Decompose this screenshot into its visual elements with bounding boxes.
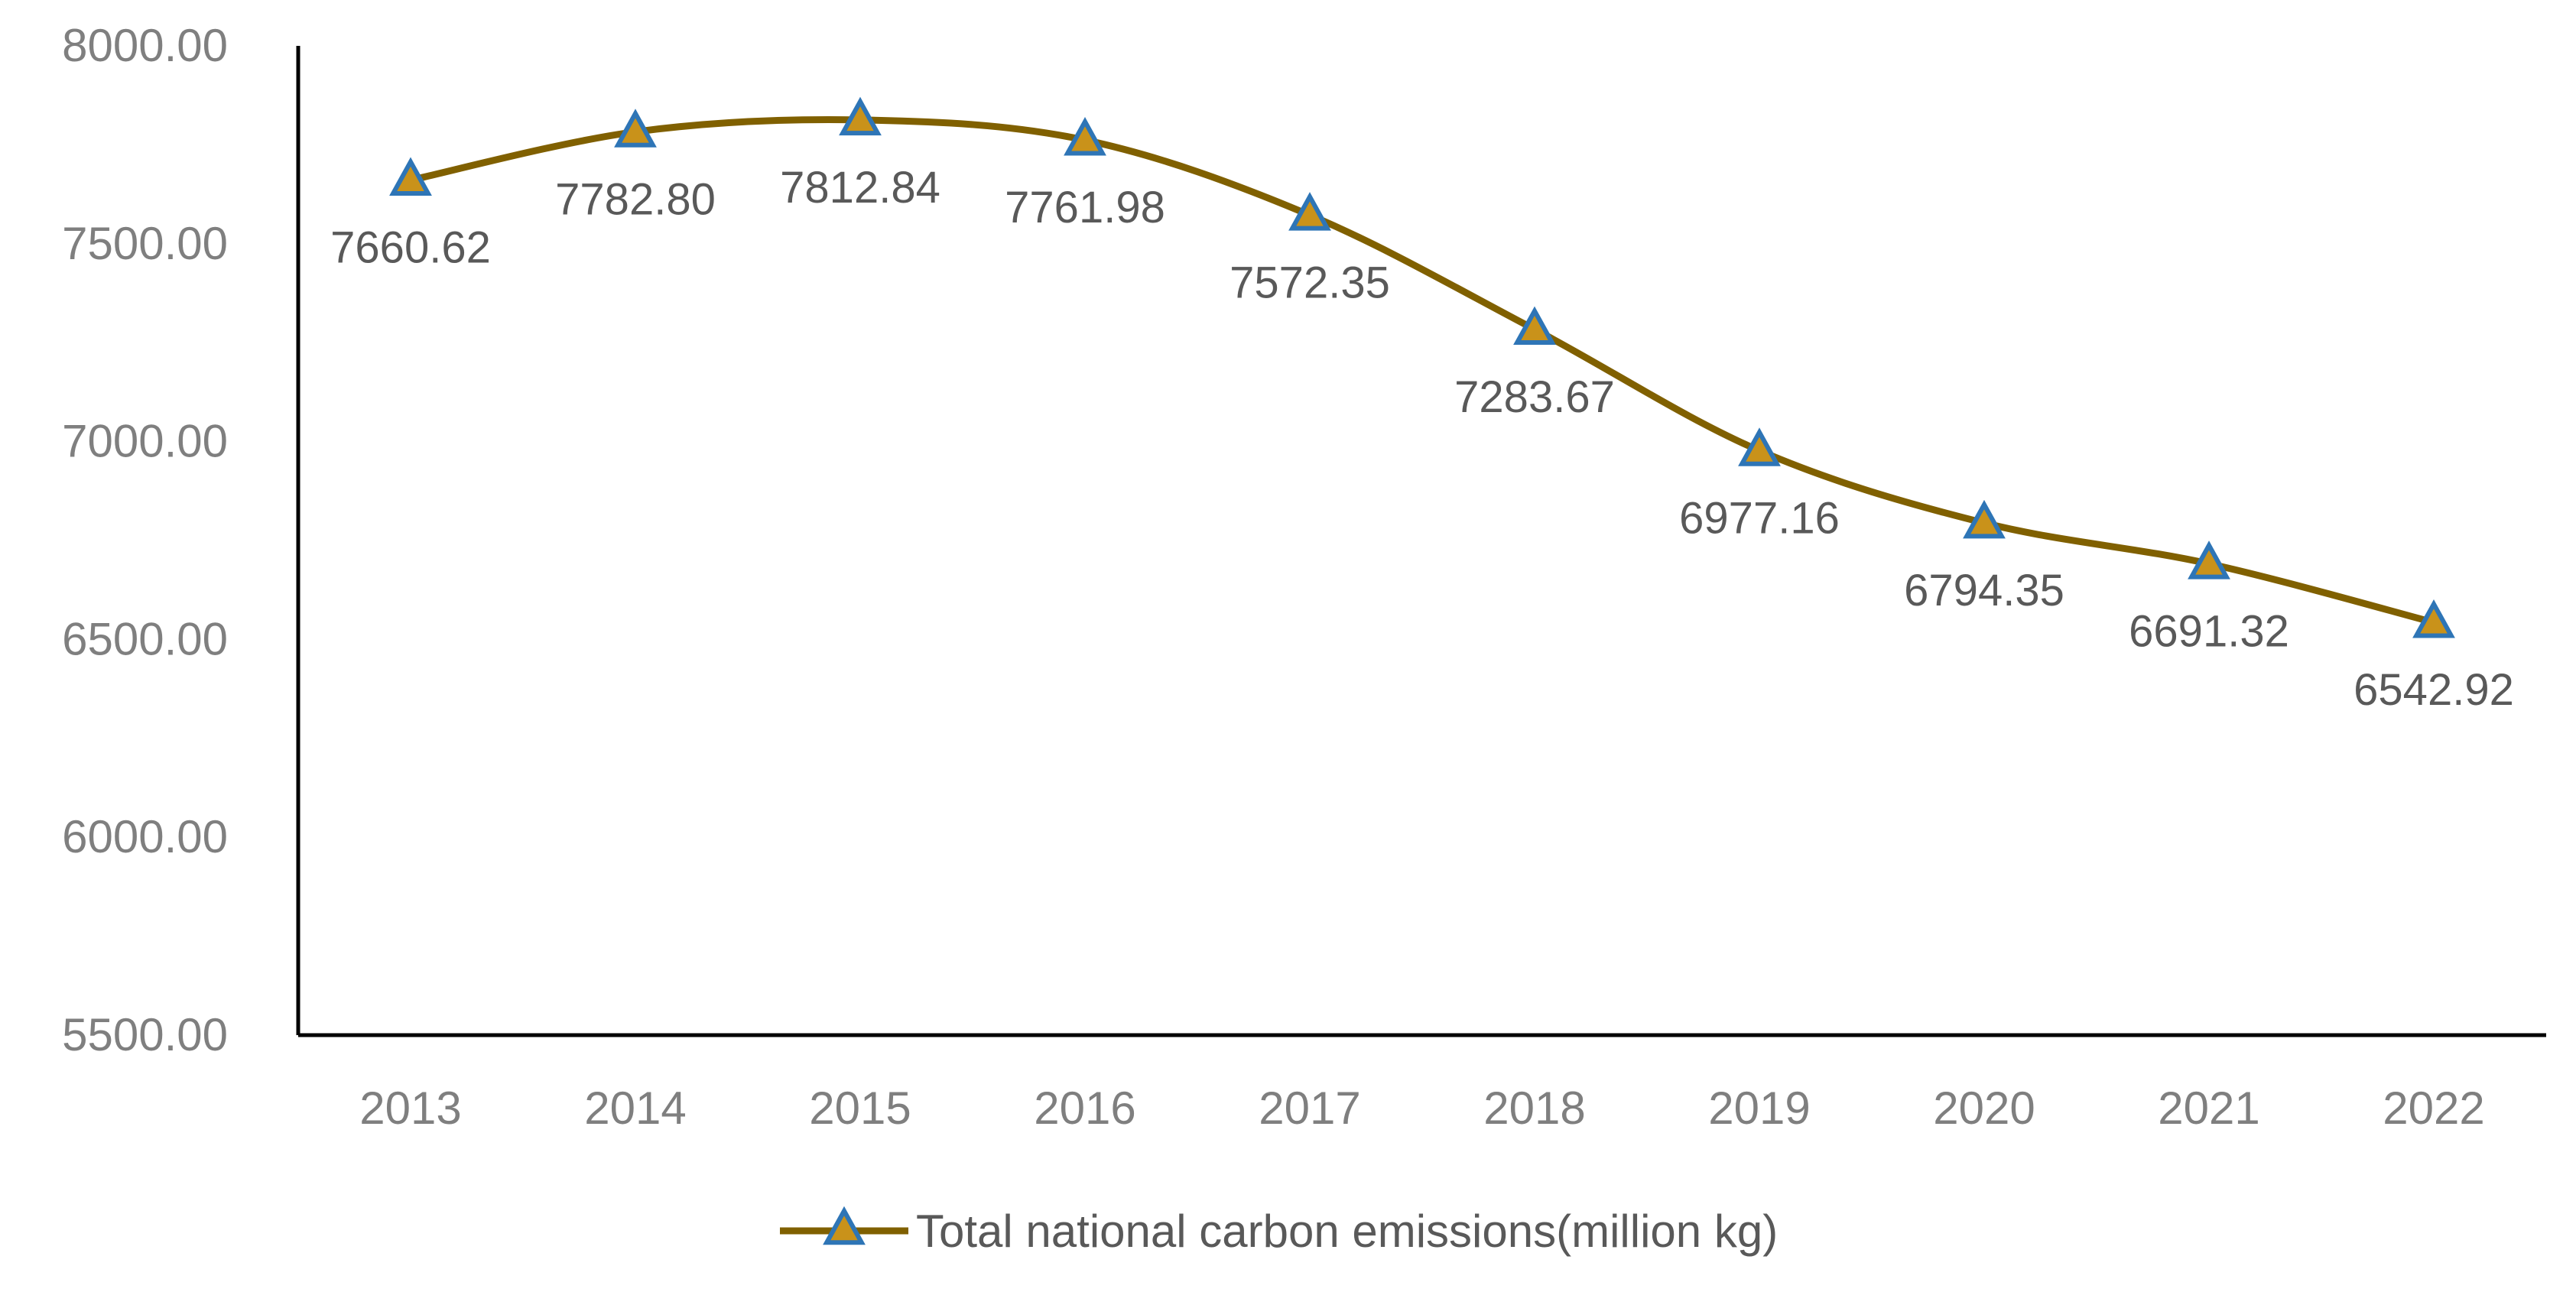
data-label: 7761.98 xyxy=(1005,183,1165,232)
legend-label: Total national carbon emissions(million … xyxy=(916,1206,1778,1257)
x-tick-label: 2021 xyxy=(2158,1083,2259,1134)
data-labels: 7660.62 7782.80 7812.84 7761.98 7572.35 7283.… xyxy=(330,163,2514,715)
data-point-marker xyxy=(839,96,882,136)
x-tick-label: 2014 xyxy=(584,1083,686,1134)
x-tick-label: 2019 xyxy=(1708,1083,1810,1134)
data-label: 7782.80 xyxy=(555,174,716,224)
x-tick-label: 2016 xyxy=(1034,1083,1135,1134)
x-tick-label: 2020 xyxy=(1933,1083,2035,1134)
x-tick-label: 2022 xyxy=(2383,1083,2484,1134)
y-tick-label: 6500.00 xyxy=(62,613,228,664)
y-tick-label: 8000.00 xyxy=(62,20,228,71)
data-point-marker xyxy=(1513,306,1556,346)
data-point-marker xyxy=(614,109,657,148)
x-tick-label: 2017 xyxy=(1259,1083,1360,1134)
legend-triangle-icon xyxy=(823,1206,866,1245)
data-point-marker xyxy=(2188,540,2230,579)
y-tick-label: 5500.00 xyxy=(62,1009,228,1060)
data-label: 6977.16 xyxy=(1679,493,1840,543)
data-point-marker xyxy=(1288,192,1331,231)
data-label: 6542.92 xyxy=(2353,665,2514,715)
data-label: 6794.35 xyxy=(1904,566,2064,615)
x-axis-tick-labels: 2013 2014 2015 2016 2017 2018 2019 2020 2021 2022 xyxy=(359,1083,2484,1134)
series-markers xyxy=(389,96,2455,638)
x-tick-label: 2013 xyxy=(359,1083,461,1134)
data-point-marker xyxy=(2412,599,2455,638)
data-label: 7572.35 xyxy=(1230,258,1390,307)
y-tick-label: 7500.00 xyxy=(62,218,228,269)
legend: Total national carbon emissions(million … xyxy=(780,1206,1778,1257)
y-axis-tick-labels: 5500.00 6000.00 6500.00 7000.00 7500.00 8000.… xyxy=(62,20,228,1060)
data-label: 7812.84 xyxy=(780,163,940,213)
x-tick-label: 2015 xyxy=(809,1083,911,1134)
x-tick-label: 2018 xyxy=(1483,1083,1585,1134)
data-label: 6691.32 xyxy=(2129,606,2289,656)
y-tick-label: 6000.00 xyxy=(62,811,228,862)
y-tick-label: 7000.00 xyxy=(62,416,228,467)
data-point-marker xyxy=(1963,499,2006,539)
data-label: 7660.62 xyxy=(330,223,491,273)
data-point-marker xyxy=(1064,116,1106,156)
data-point-marker xyxy=(1738,427,1781,466)
series-line xyxy=(407,115,2438,626)
data-label: 7283.67 xyxy=(1454,372,1615,422)
data-point-marker xyxy=(389,157,432,196)
